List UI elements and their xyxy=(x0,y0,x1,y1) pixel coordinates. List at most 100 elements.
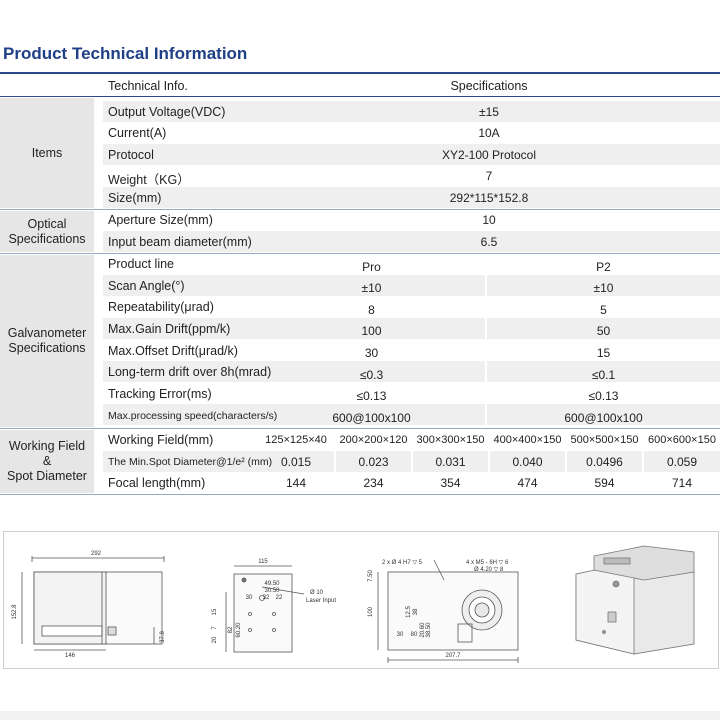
front-dim-i: 60.20 xyxy=(236,622,242,638)
header-technical-info: Technical Info. xyxy=(108,79,188,93)
working-cell: 0.015 xyxy=(280,455,312,469)
galvo-p2: 5 xyxy=(600,303,607,317)
column-divider xyxy=(488,430,490,493)
galvo-p2: 50 xyxy=(596,324,611,338)
row-band xyxy=(103,318,720,339)
top-height-dim: 100 xyxy=(368,606,374,617)
items-label: Size(mm) xyxy=(108,191,162,205)
galvo-p2: 600@100x100 xyxy=(564,411,643,425)
items-label: Protocol xyxy=(108,148,154,162)
galvo-label: Max.processing speed(characters/s) xyxy=(108,410,278,422)
items-value: XY2-100 Protocol xyxy=(441,148,537,162)
items-label: Current(A) xyxy=(108,126,167,140)
top-threads-dim: 4 x M5 - 6H ▽ 6 xyxy=(466,560,509,566)
front-dim-j: 82 xyxy=(228,626,234,633)
items-value: 7 xyxy=(485,169,493,183)
page-title: Product Technical Information xyxy=(3,44,248,63)
working-label: Working Field(mm) xyxy=(108,433,214,447)
working-cell: 400×400×150 xyxy=(493,434,562,446)
front-dim-a: 49.50 xyxy=(264,581,280,587)
galvo-p2: ≤0.1 xyxy=(591,368,616,382)
galvo-label: Product line xyxy=(108,257,175,271)
row-band xyxy=(103,404,720,425)
top-dim-e: 80 xyxy=(411,632,418,638)
top-dim-g: 38.50 xyxy=(426,622,432,638)
top-width-dim: 207.7 xyxy=(445,653,461,659)
header-top-rule xyxy=(0,72,720,74)
galvo-p2: ≤0.13 xyxy=(588,389,619,403)
working-cell: 300×300×150 xyxy=(416,434,485,446)
technical-drawings: 292 152.8 146 37.8 115 49.50 30.50 30 32… xyxy=(12,545,695,663)
galvo-label: Max.Gain Drift(ppm/k) xyxy=(108,322,231,336)
optical-value: 6.5 xyxy=(480,235,498,249)
top-dim-c: 38 xyxy=(413,608,419,615)
front-aperture-dim: Ø 10 xyxy=(310,590,324,596)
working-cell: 0.0496 xyxy=(586,455,623,469)
top-view-drawing xyxy=(377,559,519,663)
galvo-pro: 8 xyxy=(368,303,375,317)
row-band xyxy=(103,101,720,122)
working-cell: 0.031 xyxy=(435,455,466,469)
galvo-p2: ±10 xyxy=(593,281,614,295)
separator xyxy=(0,253,720,254)
header-bottom-rule xyxy=(0,96,720,97)
top-bore-dim: Ø 4.20 ▽ 8 xyxy=(474,567,504,573)
row-band xyxy=(103,187,720,208)
working-cell: 234 xyxy=(363,476,384,490)
front-laser-input: Laser Input xyxy=(306,598,336,604)
working-cell: 594 xyxy=(594,476,615,490)
top-holes-dim: 2 x Ø 4 H7 ▽ 5 xyxy=(382,560,423,566)
items-label: Output Voltage(VDC) xyxy=(108,105,226,119)
column-divider xyxy=(411,430,413,493)
working-cell: 0.023 xyxy=(358,455,389,469)
working-cell: 0.059 xyxy=(666,455,698,469)
galvo-label: Repeatability(μrad) xyxy=(108,300,214,314)
side-view-drawing xyxy=(21,556,165,651)
side-width-dim: 292 xyxy=(91,551,102,557)
galvo-p2: 15 xyxy=(596,346,611,360)
group-galvanometer: Galvanometer Specifications xyxy=(0,255,94,427)
working-cell: 125×125×40 xyxy=(265,434,327,446)
working-label: The Min.Spot Diameter@1/e² (mm) xyxy=(108,456,273,468)
header-specifications: Specifications xyxy=(450,79,528,93)
side-height-dim: 152.8 xyxy=(12,604,18,620)
working-cell: 0.040 xyxy=(512,455,543,469)
working-cell: 500×500×150 xyxy=(570,434,639,446)
top-dim-b: 12.5 xyxy=(406,606,412,618)
row-band xyxy=(103,275,720,296)
items-value: 10A xyxy=(478,126,500,140)
row-band xyxy=(103,231,720,252)
top-dim-d: 30 xyxy=(397,632,404,638)
working-cell: 144 xyxy=(285,476,307,490)
separator xyxy=(0,209,720,210)
column-divider xyxy=(334,430,336,493)
optical-value: 10 xyxy=(482,213,496,227)
items-value: 292*115*152.8 xyxy=(449,191,529,205)
front-dim-e: 22 xyxy=(276,595,283,601)
row-band xyxy=(103,144,720,165)
items-label: Weight（KG） xyxy=(108,173,190,187)
group-items: Items xyxy=(0,98,94,208)
front-dim-f: 15 xyxy=(212,608,218,615)
galvo-p2: P2 xyxy=(596,260,611,274)
front-dim-d: 32 xyxy=(263,595,270,601)
galvo-pro: Pro xyxy=(362,260,381,274)
front-dim-h: 20 xyxy=(212,636,218,643)
working-cell: 200×200×120 xyxy=(339,434,408,446)
group-optical: Optical Specifications xyxy=(0,211,94,252)
column-divider xyxy=(565,430,567,493)
top-dim-f: 20.60 xyxy=(420,622,426,638)
column-divider xyxy=(485,255,487,427)
galvo-label: Scan Angle(°) xyxy=(108,279,185,293)
galvo-label: Tracking Error(ms) xyxy=(108,387,212,401)
galvo-pro: ±10 xyxy=(361,281,382,295)
front-dim-g: 7 xyxy=(212,626,218,630)
row-band xyxy=(103,361,720,382)
front-dim-b: 30.50 xyxy=(264,588,280,594)
separator xyxy=(0,494,720,495)
column-divider xyxy=(642,430,644,493)
bottom-bar xyxy=(0,711,720,720)
group-working-field: Working Field & Spot Diameter xyxy=(0,430,94,493)
front-width-dim: 115 xyxy=(258,559,268,565)
optical-label: Input beam diameter(mm) xyxy=(108,235,252,249)
